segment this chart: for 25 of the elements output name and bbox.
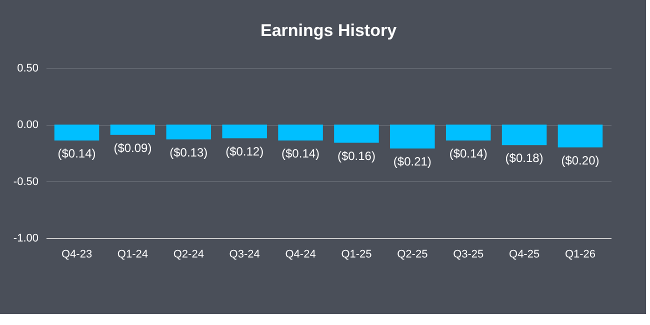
- data-label: ($0.12): [226, 144, 264, 158]
- data-label: ($0.14): [282, 146, 320, 161]
- x-tick-label: Q4-24: [285, 248, 316, 260]
- data-label: ($0.13): [170, 145, 208, 160]
- y-tick-label: 0.00: [17, 119, 38, 132]
- x-tick-label: Q4-23: [61, 248, 92, 260]
- x-tick-label: Q2-24: [173, 248, 204, 260]
- data-label: ($0.09): [114, 140, 152, 155]
- x-tick-label: Q4-25: [509, 248, 540, 260]
- y-tick-label: 0.50: [17, 62, 38, 74]
- data-label: ($0.21): [393, 154, 432, 168]
- data-label: ($0.16): [337, 148, 376, 163]
- x-tick-label: Q3-25: [453, 248, 484, 260]
- data-label: ($0.14): [58, 146, 96, 161]
- data-label: ($0.14): [449, 146, 488, 161]
- x-tick-label: Q1-24: [117, 248, 148, 260]
- x-tick-label: Q1-25: [341, 248, 372, 260]
- y-tick-label: -0.50: [13, 176, 38, 188]
- y-tick-label: -1.00: [13, 232, 38, 244]
- data-label: ($0.18): [505, 151, 544, 166]
- data-label: ($0.20): [561, 153, 600, 168]
- x-tick-label: Q3-24: [229, 248, 260, 260]
- x-tick-label: Q1-26: [564, 248, 596, 260]
- x-tick-label: Q2-25: [397, 248, 428, 260]
- chart-title: Earnings History: [260, 21, 398, 40]
